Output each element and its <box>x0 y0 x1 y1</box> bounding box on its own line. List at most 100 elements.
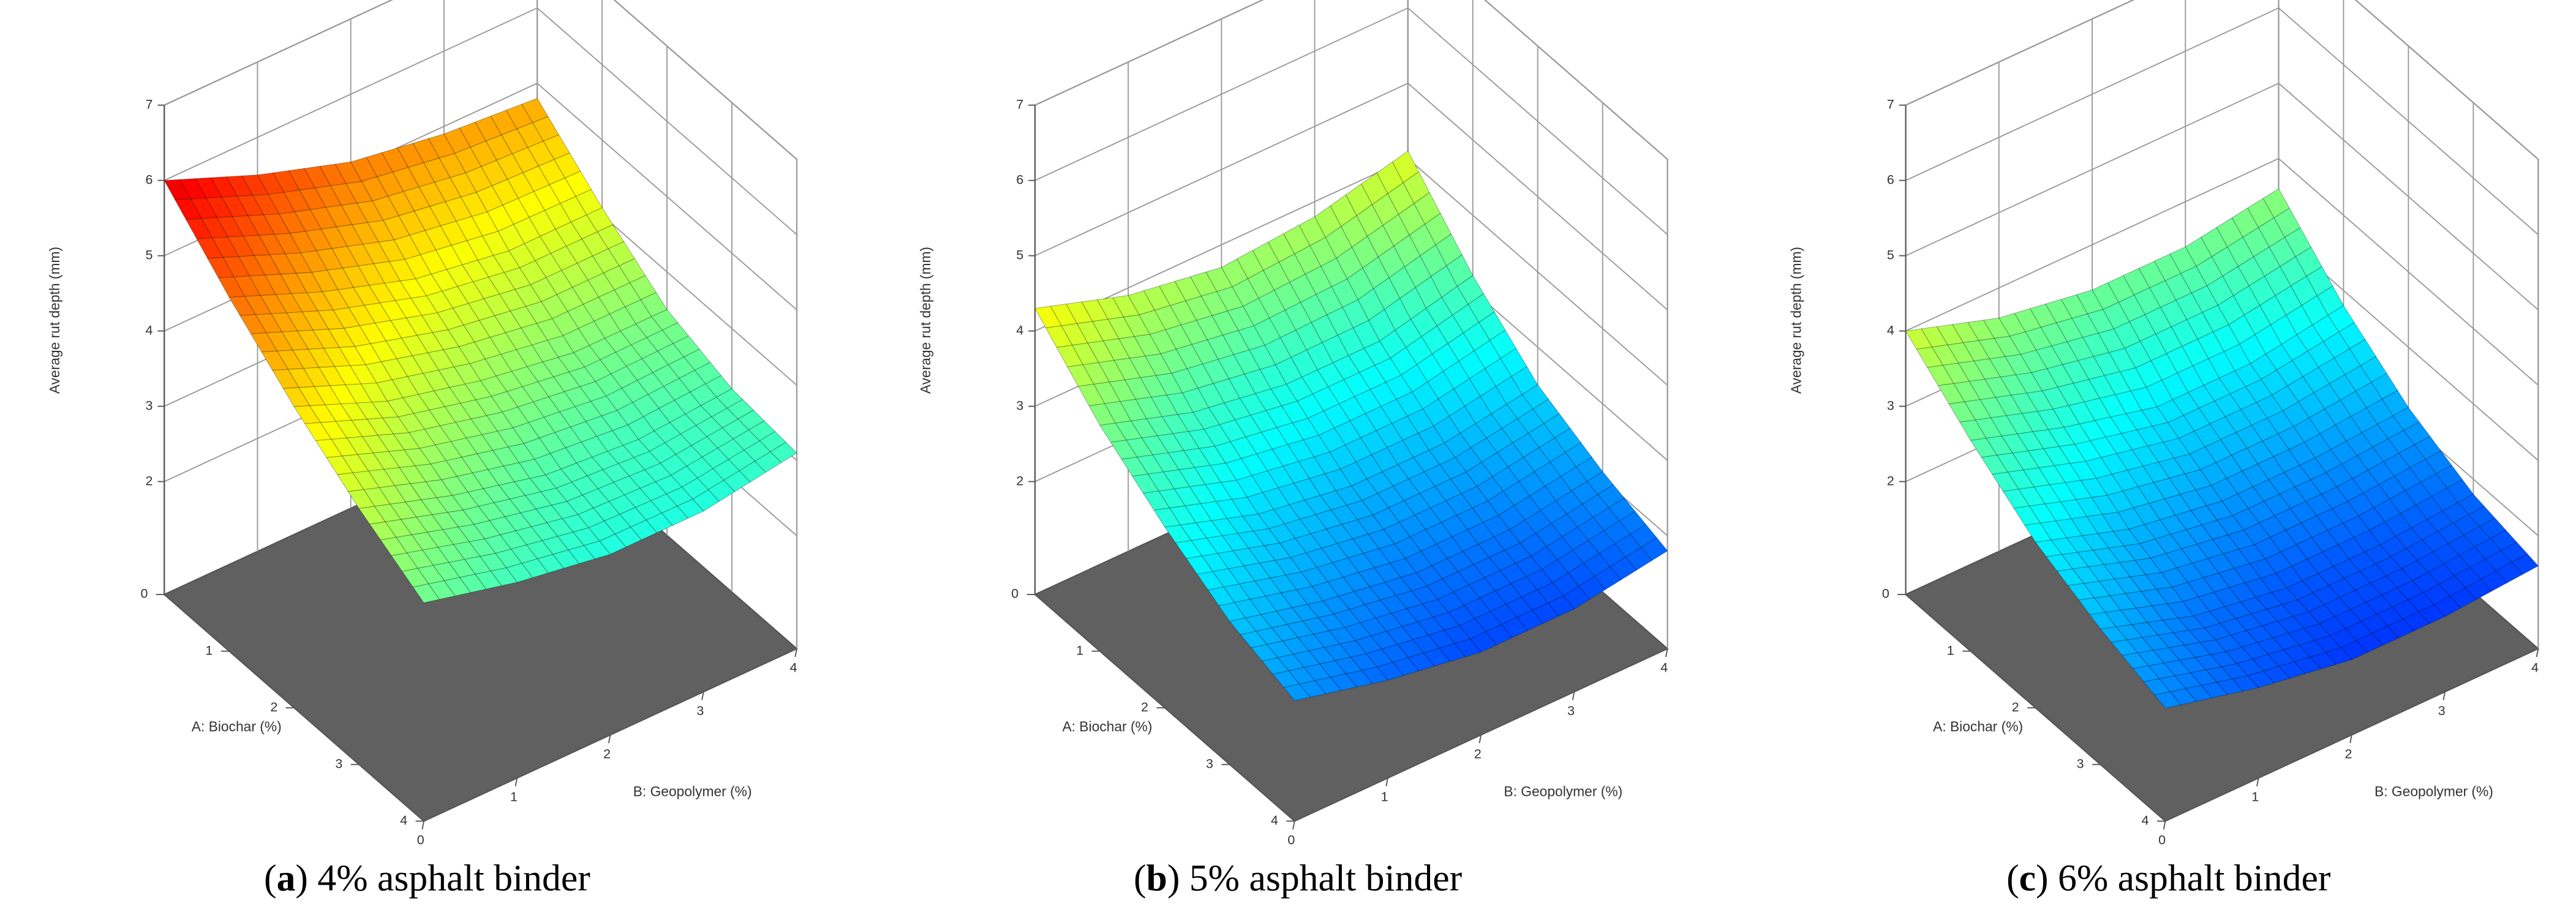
caption-text: 5% asphalt binder <box>1189 858 1462 899</box>
x-tick-label: 0 <box>1011 587 1019 601</box>
surface-patch <box>739 460 766 482</box>
surface-cell <box>2221 457 2381 588</box>
tick-mark <box>1478 735 1482 744</box>
z-tick-label: 5 <box>146 247 153 262</box>
surface-cell <box>228 291 388 407</box>
x-tick-label: 1 <box>205 643 213 658</box>
x-tick-label: 3 <box>335 756 342 771</box>
caption-text: 6% asphalt binder <box>2058 858 2330 899</box>
tick-mark <box>514 778 518 787</box>
surface-cell <box>1905 317 2065 441</box>
caption: (c) 6% asphalt binder <box>2006 858 2330 899</box>
surface-patch <box>661 506 689 526</box>
surface-patch <box>505 563 533 583</box>
panel-letter: b <box>1147 858 1167 899</box>
z-axis-label: Average rut depth (mm) <box>47 247 62 394</box>
surface-patch <box>1423 648 1451 667</box>
surface-cell <box>443 98 603 252</box>
z-tick-label: 5 <box>1887 247 1894 262</box>
z-tick-label: 2 <box>1887 473 1894 488</box>
tick-mark <box>421 821 424 830</box>
surface-patch <box>1640 537 1668 561</box>
surface-cell <box>1444 384 1603 530</box>
surface-cell <box>164 174 323 298</box>
x-tick-label: 0 <box>1882 587 1889 601</box>
y-tick-label: 0 <box>417 833 424 847</box>
surface-patch <box>2200 681 2228 699</box>
surface-cell <box>2156 363 2316 502</box>
surface-cell <box>358 495 518 604</box>
surface-cell <box>2314 407 2474 545</box>
surface-patch <box>552 549 580 569</box>
surface-cell <box>2100 615 2259 709</box>
surface-cell <box>2286 544 2446 661</box>
surface-cell <box>1192 384 1352 515</box>
y-tick-label: 3 <box>696 703 704 718</box>
y-tick-label: 4 <box>1660 660 1668 675</box>
surface-cell <box>2193 587 2352 688</box>
surface-patch <box>1610 557 1637 580</box>
surface-cell <box>573 309 733 440</box>
surface-patch <box>770 441 797 463</box>
x-tick-label: 3 <box>2077 756 2084 771</box>
z-tick-label: 6 <box>1887 172 1894 187</box>
z-tick-label: 7 <box>1887 97 1894 111</box>
tick-mark <box>701 691 704 700</box>
tick-mark <box>2536 648 2539 658</box>
x-axis-label: A: Biochar (%) <box>192 718 282 734</box>
tick-mark <box>1572 691 1575 700</box>
y-tick-label: 2 <box>2345 746 2352 761</box>
surface-cell <box>350 133 510 280</box>
panel-letter: c <box>2019 858 2036 899</box>
y-tick-label: 1 <box>2251 790 2259 804</box>
y-axis-label: B: Geopolymer (%) <box>2375 783 2493 799</box>
surface-cell <box>1286 340 1445 487</box>
surface-cell <box>1970 427 2130 543</box>
z-tick-label: 4 <box>146 323 153 337</box>
surface-cell <box>1379 275 1538 444</box>
surface-cell <box>1314 151 1474 342</box>
surface-patch <box>583 541 611 560</box>
y-tick-label: 2 <box>603 746 611 761</box>
surface-cell <box>1322 572 1482 681</box>
surface-cell <box>386 380 546 496</box>
surface-cell <box>293 400 453 509</box>
z-tick-label: 2 <box>1016 473 1023 488</box>
surface-cell <box>638 388 797 512</box>
y-tick-label: 2 <box>1474 746 1482 761</box>
panel-letter: a <box>277 858 296 899</box>
tick-mark <box>1385 778 1388 787</box>
tick-mark <box>1665 648 1668 658</box>
tick-mark <box>2442 691 2446 700</box>
tick-mark <box>2256 778 2259 787</box>
x-tick-label: 0 <box>140 587 148 601</box>
y-tick-label: 3 <box>1567 703 1575 718</box>
y-tick-label: 1 <box>510 790 518 804</box>
surface-cell <box>1508 471 1668 610</box>
surface-cell <box>1998 290 2158 428</box>
grid-line <box>164 0 797 160</box>
caption: (a) 4% asphalt binder <box>264 858 590 899</box>
z-tick-label: 3 <box>1016 398 1023 413</box>
tick-mark <box>1292 821 1295 830</box>
surface-patch <box>412 583 440 604</box>
z-tick-label: 3 <box>146 398 153 413</box>
surface-cell <box>2379 493 2539 617</box>
surface-cell <box>1164 514 1324 622</box>
z-axis-label: Average rut depth (mm) <box>1788 247 1804 394</box>
surface-cell <box>544 439 704 555</box>
x-tick-label: 1 <box>1947 643 1954 658</box>
surface-patch <box>490 567 518 587</box>
surface-cell <box>480 352 639 476</box>
y-tick-label: 4 <box>2531 660 2539 675</box>
surface-cell <box>2092 246 2251 408</box>
y-tick-label: 0 <box>1287 833 1295 847</box>
z-tick-label: 6 <box>1016 172 1023 187</box>
surface-patch <box>2185 684 2213 702</box>
surface-patch <box>646 512 673 533</box>
x-tick-label: 4 <box>2142 813 2149 828</box>
surface-cell <box>257 162 416 293</box>
surface-cell <box>2250 305 2409 459</box>
